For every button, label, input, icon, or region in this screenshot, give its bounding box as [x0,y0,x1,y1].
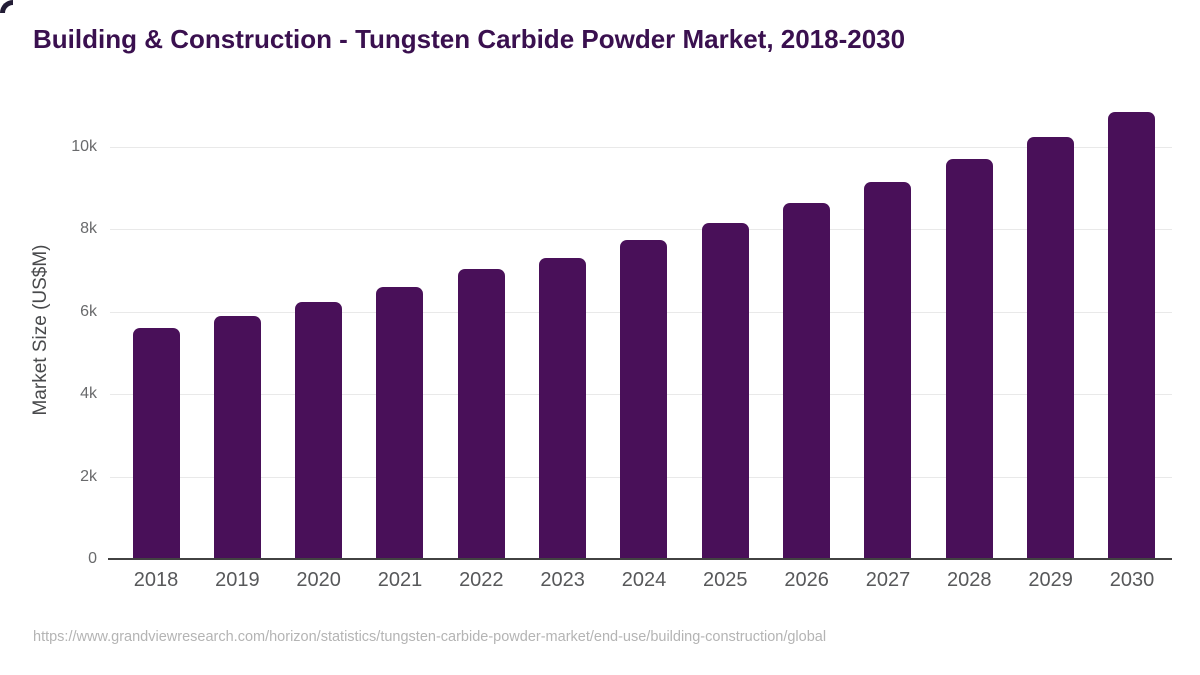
y-tick-label-2k: 2k [80,467,97,485]
bar-2029[interactable] [1027,136,1075,559]
bar-2018[interactable] [132,328,180,559]
x-tick-label-2022: 2022 [459,569,504,591]
x-tick-label-2029: 2029 [1028,569,1073,591]
bar-2021[interactable] [376,287,424,559]
y-tick-label-6k: 6k [80,302,97,320]
y-tick-label-0: 0 [88,550,97,567]
x-tick-label-2027: 2027 [865,569,911,591]
gridline-10k [110,147,1172,148]
bar-2027[interactable] [864,182,912,559]
y-tick-label-8k: 8k [80,220,97,238]
bar-2023[interactable] [539,258,587,559]
bar-2019[interactable] [213,315,261,559]
bar-2026[interactable] [783,202,831,559]
bar-2030[interactable] [1108,111,1156,559]
y-tick-label-10k: 10k [71,138,97,155]
bar-2024[interactable] [620,239,668,559]
y-tick-label-4k: 4k [80,385,97,403]
bar-2025[interactable] [701,223,749,559]
x-tick-label-2023: 2023 [540,569,585,591]
x-tick-label-2019: 2019 [215,569,260,591]
bar-2022[interactable] [457,268,505,559]
x-tick-label-2025: 2025 [703,569,748,591]
bar-2028[interactable] [945,159,993,559]
gridline-8k [110,229,1172,231]
source-url: https://www.grandviewresearch.com/horizo… [33,629,827,645]
x-tick-label-2030: 2030 [1109,569,1155,591]
x-tick-label-2028: 2028 [947,569,992,591]
x-tick-label-2026: 2026 [784,569,829,591]
x-tick-label-2024: 2024 [621,569,667,591]
corner-mark [0,0,13,13]
x-tick-label-2021: 2021 [377,569,423,591]
x-tick-label-2020: 2020 [296,569,341,591]
chart-title: Building & Construction - Tungsten Carbi… [33,24,906,54]
x-tick-label-2018: 2018 [133,569,179,591]
bar-2020[interactable] [295,301,343,559]
x-axis-line [108,558,1172,560]
